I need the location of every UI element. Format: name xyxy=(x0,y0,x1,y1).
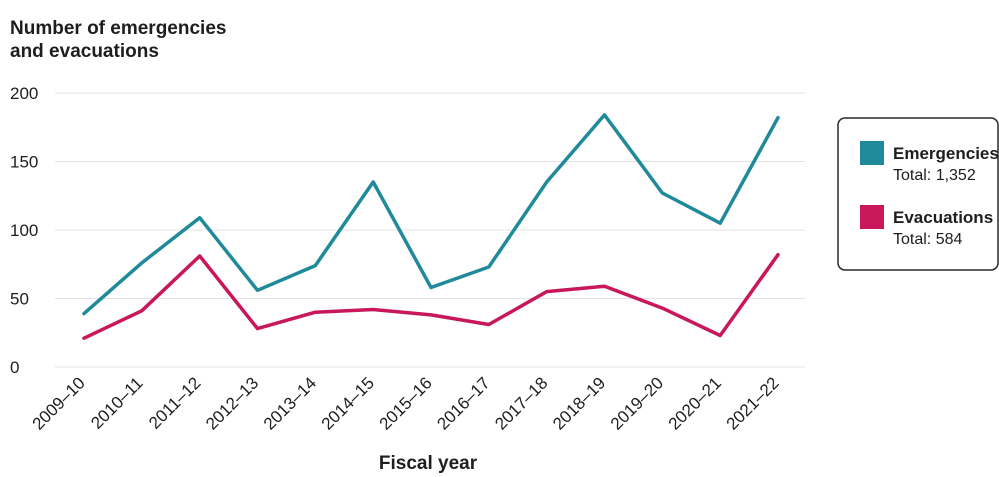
x-tick-label: 2018–19 xyxy=(549,373,609,433)
y-axis-label-line-1: Number of emergencies xyxy=(10,18,226,39)
x-axis-label: Fiscal year xyxy=(379,453,478,474)
legend-entry-emergencies: Emergencies xyxy=(893,144,999,163)
y-tick-label: 100 xyxy=(10,221,38,240)
x-tick-label: 2009–10 xyxy=(29,373,89,433)
y-axis-label-line-2: and evacuations xyxy=(10,41,159,62)
y-tick-label: 0 xyxy=(10,358,19,377)
x-tick-label: 2012–13 xyxy=(202,373,262,433)
y-tick-label: 50 xyxy=(10,290,29,309)
series-line-emergencies xyxy=(82,113,780,316)
x-tick-label: 2016–17 xyxy=(433,373,493,433)
legend-total-evacuations: Total: 584 xyxy=(893,231,962,248)
series-line-evacuations xyxy=(82,252,780,340)
x-tick-label: 2011–12 xyxy=(145,373,204,432)
legend-swatch-evacuations xyxy=(860,205,884,229)
x-tick-label: 2010–11 xyxy=(87,373,146,432)
x-tick-label: 2015–16 xyxy=(376,373,436,433)
x-tick-label: 2013–14 xyxy=(260,373,320,433)
grid-lines xyxy=(55,92,805,368)
series-lines xyxy=(82,113,780,340)
x-tick-label: 2020–21 xyxy=(665,373,725,433)
x-tick-label: 2017–18 xyxy=(491,373,551,433)
y-tick-labels: 0 50 100 150 200 xyxy=(10,84,38,377)
x-tick-label: 2014–15 xyxy=(318,373,378,433)
y-tick-label: 200 xyxy=(10,84,38,103)
legend-entry-evacuations: Evacuations xyxy=(893,208,993,227)
legend: Emergencies Total: 1,352 Evacuations Tot… xyxy=(837,117,999,271)
x-tick-label: 2021–22 xyxy=(723,373,783,433)
x-tick-label: 2019–20 xyxy=(607,373,667,433)
legend-total-emergencies: Total: 1,352 xyxy=(893,167,976,184)
y-tick-label: 150 xyxy=(10,153,38,172)
legend-swatch-emergencies xyxy=(860,141,884,165)
x-tick-labels: 2009–102010–112011–122012–132013–142014–… xyxy=(29,373,783,433)
